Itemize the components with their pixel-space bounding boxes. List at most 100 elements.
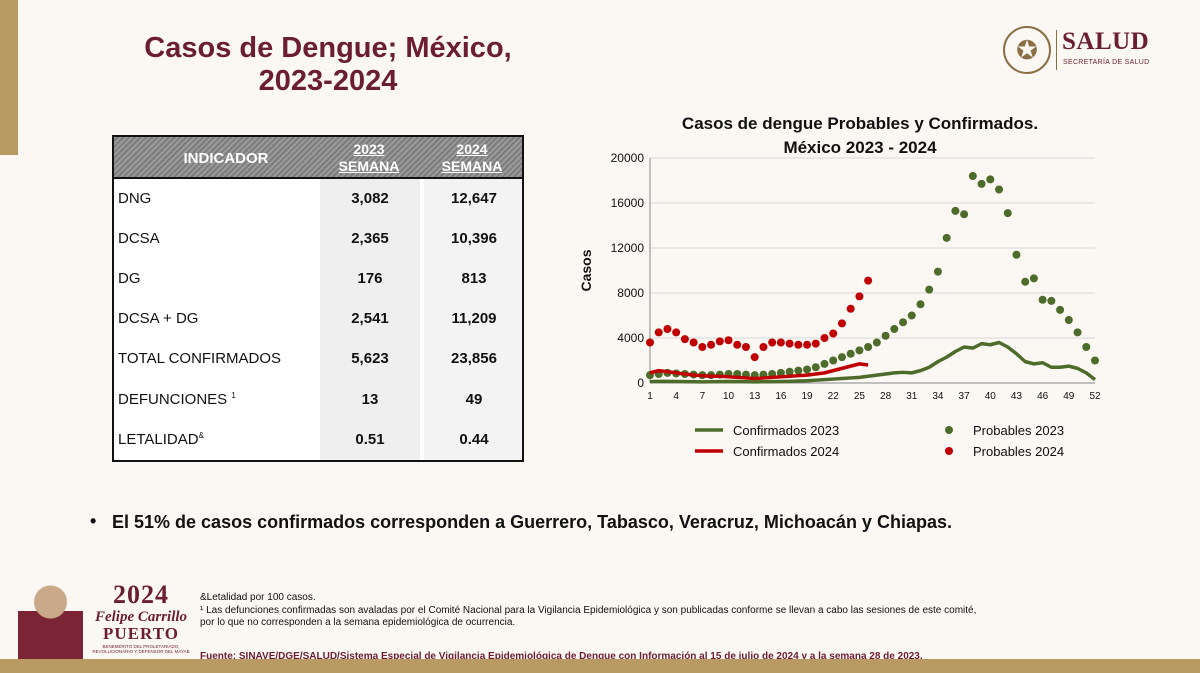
data-point (707, 340, 716, 349)
decorative-bottom-band (0, 659, 1200, 673)
legend-dot-marker (945, 447, 953, 455)
row-label: DNG (118, 190, 152, 207)
bullet-text: El 51% de casos confirmados corresponden… (112, 512, 952, 532)
data-point (907, 311, 916, 320)
x-tick-label: 16 (775, 391, 787, 402)
row-label: LETALIDAD& (118, 431, 204, 448)
data-point (1091, 356, 1099, 365)
table-row: TOTAL CONFIRMADOS 5,623 23,856 (114, 339, 522, 379)
data-point (1029, 274, 1038, 283)
column-2023-shade (320, 179, 420, 460)
table-row: DEFUNCIONES 1 13 49 (114, 380, 522, 420)
row-label: DCSA (118, 230, 160, 247)
legend-label: Confirmados 2023 (733, 423, 839, 438)
header-2023: 2023 SEMANA (319, 141, 419, 175)
page-title: Casos de Dengue; México, 2023-2024 (118, 32, 538, 98)
table-row: DCSA + DG 2,541 11,209 (114, 299, 522, 339)
data-point (759, 343, 768, 351)
row-label-text: DEFUNCIONES (118, 391, 228, 408)
data-point (741, 343, 750, 351)
data-point (654, 328, 663, 337)
row-value-2024: 813 (461, 270, 487, 287)
commemorative-badge: 2024 Felipe Carrillo PUERTO BENEMÉRITO D… (86, 580, 196, 654)
source-note: Fuente: SINAVE/DGE/SALUD/Sistema Especia… (200, 651, 923, 662)
badge-year: 2024 (113, 580, 169, 609)
data-point (785, 367, 794, 376)
y-tick-label: 20000 (611, 151, 645, 165)
data-point (794, 340, 803, 349)
data-point (803, 365, 812, 374)
row-footnote-mark: & (198, 431, 204, 440)
x-tick-label: 34 (932, 391, 944, 402)
data-point (820, 334, 829, 342)
x-tick-label: 25 (854, 391, 866, 402)
data-point (916, 300, 925, 309)
salud-logo: ✪ SALUD SECRETARÍA DE SALUD (1003, 26, 1163, 74)
header-indicator: INDICADOR (183, 150, 269, 167)
row-value-2023: 5,623 (351, 350, 389, 367)
y-axis-label: Casos (578, 249, 594, 291)
title-line-2: 2023-2024 (258, 65, 398, 97)
data-point (899, 318, 908, 327)
chart-title: Casos de dengue Probables y Confirmados.… (640, 112, 1080, 160)
data-point (724, 336, 733, 345)
footnote-letalidad: &Letalidad por 100 casos. (200, 592, 316, 603)
data-point (951, 206, 960, 215)
table-row: DNG 3,082 12,647 (114, 179, 522, 219)
row-value-2023: 0.51 (355, 431, 385, 448)
data-point (803, 340, 812, 349)
x-tick-label: 28 (880, 391, 892, 402)
logo-name: SALUD (1062, 28, 1150, 55)
row-value-2024: 23,856 (451, 350, 497, 367)
data-point (855, 346, 864, 355)
data-point (794, 366, 803, 375)
data-point (811, 339, 820, 348)
table-row: DCSA 2,365 10,396 (114, 219, 522, 259)
data-point (1056, 305, 1065, 314)
row-value-2024: 12,647 (451, 190, 497, 207)
table-row: DG 176 813 (114, 259, 522, 299)
row-value-2023: 13 (361, 391, 379, 408)
x-tick-label: 52 (1089, 391, 1101, 402)
data-point (689, 338, 698, 347)
row-label: TOTAL CONFIRMADOS (118, 350, 282, 367)
badge-surname: PUERTO (103, 624, 179, 643)
y-tick-label: 4000 (617, 331, 644, 345)
row-value-2023: 2,365 (351, 230, 389, 247)
chart-title-line-1: Casos de dengue Probables y Confirmados. (681, 114, 1039, 133)
data-point (925, 285, 934, 294)
header-2023-week: SEMANA (338, 158, 400, 174)
data-point (933, 267, 942, 276)
x-tick-label: 7 (700, 391, 706, 402)
y-tick-label: 12000 (611, 241, 645, 255)
logo-subtitle: SECRETARÍA DE SALUD (1063, 59, 1150, 66)
data-point (986, 175, 995, 184)
x-tick-label: 10 (723, 391, 735, 402)
x-tick-label: 4 (673, 391, 679, 402)
data-point (864, 276, 873, 285)
data-point (1073, 328, 1082, 337)
data-point (968, 172, 977, 180)
row-value-2024: 49 (465, 391, 483, 408)
x-tick-label: 37 (959, 391, 971, 402)
row-label: DG (118, 270, 141, 287)
row-footnote-mark: 1 (231, 391, 236, 400)
data-point (776, 338, 785, 347)
series-line-0 (649, 340, 1097, 384)
row-label: DCSA + DG (118, 310, 199, 327)
legend-label: Confirmados 2024 (733, 444, 839, 459)
data-point (1047, 296, 1056, 305)
y-tick-label: 0 (637, 376, 644, 390)
data-point (995, 185, 1004, 194)
x-tick-label: 49 (1063, 391, 1075, 402)
x-tick-label: 31 (906, 391, 918, 402)
data-point (733, 340, 742, 349)
data-point (942, 233, 951, 242)
data-point (820, 359, 829, 368)
data-point (977, 179, 986, 188)
series-line-2 (649, 362, 869, 381)
indicator-table: INDICADOR 2023 SEMANA 2024 SEMANA DNG 3,… (112, 135, 524, 462)
data-point (837, 319, 846, 328)
legend-dot-marker (945, 426, 953, 434)
y-tick-label: 16000 (611, 196, 645, 210)
